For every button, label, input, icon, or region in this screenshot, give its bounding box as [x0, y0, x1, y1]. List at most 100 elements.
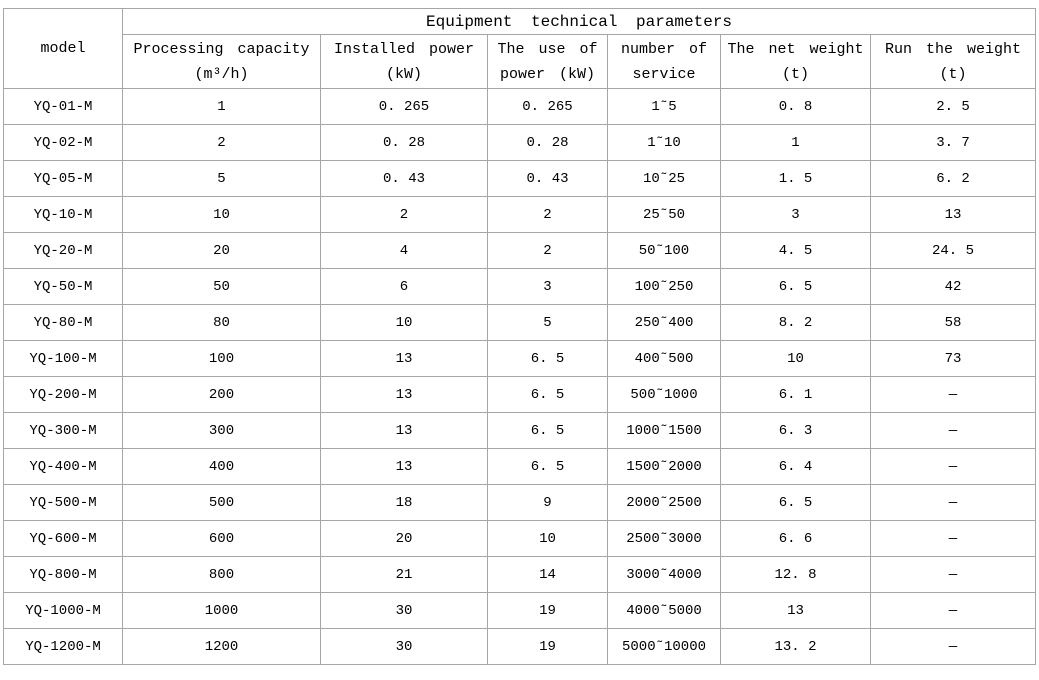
column-header-line2: (t) — [781, 65, 809, 83]
cell-net-weight: 6. 5 — [720, 484, 871, 521]
cell-model: YQ-10-M — [3, 196, 123, 233]
cell-installed-power: 2 — [320, 196, 488, 233]
column-header-line1: Installed power — [333, 40, 475, 58]
cell-model: YQ-01-M — [3, 88, 123, 125]
cell-installed-power: 0. 265 — [320, 88, 488, 125]
table-row: YQ-10-M 10 2 2 25˜50 3 13 — [3, 196, 1037, 233]
cell-model: YQ-300-M — [3, 412, 123, 449]
cell-use-of-power: 9 — [487, 484, 608, 521]
cell-number-of-service: 2500˜3000 — [607, 520, 721, 557]
column-header: Processing capacity (m³/h) — [122, 34, 321, 89]
cell-net-weight: 12. 8 — [720, 556, 871, 593]
cell-model: YQ-50-M — [3, 268, 123, 305]
cell-processing-capacity: 5 — [122, 160, 321, 197]
cell-use-of-power: 2 — [487, 232, 608, 269]
column-header-line2: service — [632, 65, 696, 83]
cell-number-of-service: 100˜250 — [607, 268, 721, 305]
cell-processing-capacity: 10 — [122, 196, 321, 233]
cell-number-of-service: 250˜400 — [607, 304, 721, 341]
cell-net-weight: 1. 5 — [720, 160, 871, 197]
column-header: Installed power (kW) — [320, 34, 488, 89]
equipment-parameters-table: model Equipment technical parameters Pro… — [3, 8, 1037, 665]
cell-run-weight: — — [869, 592, 1037, 629]
cell-number-of-service: 50˜100 — [607, 232, 721, 269]
cell-model: YQ-20-M — [3, 232, 123, 269]
cell-run-weight: — — [869, 448, 1037, 485]
cell-model: YQ-80-M — [3, 304, 123, 341]
cell-installed-power: 13 — [320, 448, 488, 485]
cell-installed-power: 0. 28 — [320, 124, 488, 161]
cell-installed-power: 20 — [320, 520, 488, 557]
cell-processing-capacity: 2 — [122, 124, 321, 161]
column-header: Run the weight (t) — [869, 34, 1037, 89]
cell-run-weight: 58 — [869, 304, 1037, 341]
cell-processing-capacity: 500 — [122, 484, 321, 521]
column-header-line1: The net weight — [727, 40, 864, 58]
cell-run-weight: 2. 5 — [869, 88, 1037, 125]
column-header-row: Processing capacity (m³/h) Installed pow… — [4, 34, 1037, 89]
column-header-line2: power (kW) — [499, 65, 595, 83]
cell-model: YQ-1200-M — [3, 628, 123, 665]
cell-number-of-service: 5000˜10000 — [607, 628, 721, 665]
table-row: YQ-500-M 500 18 9 2000˜2500 6. 5 — — [3, 484, 1037, 521]
cell-number-of-service: 2000˜2500 — [607, 484, 721, 521]
cell-run-weight: 6. 2 — [869, 160, 1037, 197]
cell-installed-power: 13 — [320, 376, 488, 413]
column-header: number of service — [607, 34, 721, 89]
cell-number-of-service: 500˜1000 — [607, 376, 721, 413]
cell-processing-capacity: 100 — [122, 340, 321, 377]
cell-run-weight: — — [869, 520, 1037, 557]
cell-run-weight: — — [869, 556, 1037, 593]
cell-use-of-power: 5 — [487, 304, 608, 341]
cell-model: YQ-400-M — [3, 448, 123, 485]
cell-number-of-service: 25˜50 — [607, 196, 721, 233]
column-header-line1: Processing capacity — [133, 40, 310, 58]
cell-run-weight: 3. 7 — [869, 124, 1037, 161]
cell-net-weight: 13 — [720, 592, 871, 629]
cell-net-weight: 3 — [720, 196, 871, 233]
column-header: The net weight (t) — [720, 34, 871, 89]
cell-use-of-power: 3 — [487, 268, 608, 305]
cell-processing-capacity: 800 — [122, 556, 321, 593]
table-row: YQ-200-M 200 13 6. 5 500˜1000 6. 1 — — [3, 376, 1037, 413]
table-row: YQ-800-M 800 21 14 3000˜4000 12. 8 — — [3, 556, 1037, 593]
cell-number-of-service: 1500˜2000 — [607, 448, 721, 485]
cell-net-weight: 8. 2 — [720, 304, 871, 341]
cell-installed-power: 30 — [320, 592, 488, 629]
cell-model: YQ-1000-M — [3, 592, 123, 629]
cell-processing-capacity: 1 — [122, 88, 321, 125]
cell-run-weight: 42 — [869, 268, 1037, 305]
cell-net-weight: 1 — [720, 124, 871, 161]
table-row: YQ-05-M 5 0. 43 0. 43 10˜25 1. 5 6. 2 — [3, 160, 1037, 197]
table-row: YQ-1200-M 1200 30 19 5000˜10000 13. 2 — — [3, 628, 1037, 665]
cell-run-weight: — — [869, 376, 1037, 413]
cell-number-of-service: 400˜500 — [607, 340, 721, 377]
column-header-line1: The use of — [497, 40, 598, 58]
table-row: YQ-50-M 50 6 3 100˜250 6. 5 42 — [3, 268, 1037, 305]
cell-number-of-service: 4000˜5000 — [607, 592, 721, 629]
cell-processing-capacity: 80 — [122, 304, 321, 341]
cell-number-of-service: 10˜25 — [607, 160, 721, 197]
cell-run-weight: — — [869, 484, 1037, 521]
cell-number-of-service: 3000˜4000 — [607, 556, 721, 593]
cell-run-weight: — — [869, 628, 1037, 665]
column-header-line2: (t) — [939, 65, 967, 83]
column-header: The use of power (kW) — [487, 34, 608, 89]
cell-net-weight: 13. 2 — [720, 628, 871, 665]
cell-net-weight: 6. 1 — [720, 376, 871, 413]
cell-installed-power: 21 — [320, 556, 488, 593]
table-row: YQ-400-M 400 13 6. 5 1500˜2000 6. 4 — — [3, 448, 1037, 485]
cell-run-weight: — — [869, 412, 1037, 449]
cell-use-of-power: 0. 28 — [487, 124, 608, 161]
cell-model: YQ-200-M — [3, 376, 123, 413]
cell-model: YQ-500-M — [3, 484, 123, 521]
table-row: YQ-1000-M 1000 30 19 4000˜5000 13 — — [3, 592, 1037, 629]
cell-run-weight: 24. 5 — [869, 232, 1037, 269]
column-header-line1: number of — [620, 40, 707, 58]
cell-number-of-service: 1˜5 — [607, 88, 721, 125]
cell-model: YQ-600-M — [3, 520, 123, 557]
cell-installed-power: 13 — [320, 340, 488, 377]
cell-use-of-power: 19 — [487, 628, 608, 665]
cell-processing-capacity: 300 — [122, 412, 321, 449]
column-header-line1: Run the weight — [884, 40, 1022, 58]
